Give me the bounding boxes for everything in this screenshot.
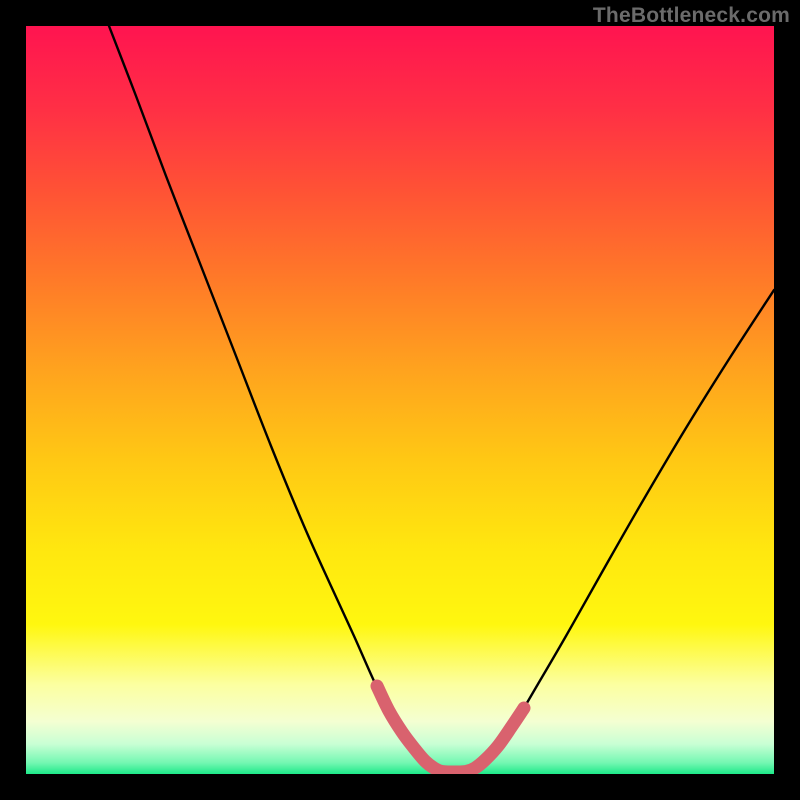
- chart-frame: TheBottleneck.com: [0, 0, 800, 800]
- bottleneck-curve: [109, 26, 774, 772]
- plot-area: [26, 26, 774, 774]
- curve-layer: [26, 26, 774, 774]
- watermark-text: TheBottleneck.com: [593, 4, 790, 28]
- bottleneck-highlight: [377, 686, 524, 772]
